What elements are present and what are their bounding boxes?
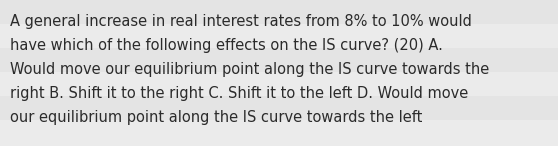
Bar <box>0 48 558 72</box>
Text: Would move our equilibrium point along the IS curve towards the: Would move our equilibrium point along t… <box>10 62 489 77</box>
Bar <box>0 24 558 48</box>
Text: A general increase in real interest rates from 8% to 10% would: A general increase in real interest rate… <box>10 14 472 29</box>
Bar <box>0 96 558 120</box>
Bar <box>0 120 558 144</box>
Text: right B. Shift it to the right C. Shift it to the left D. Would move: right B. Shift it to the right C. Shift … <box>10 86 468 101</box>
Text: our equilibrium point along the IS curve towards the left: our equilibrium point along the IS curve… <box>10 110 422 125</box>
Bar <box>0 0 558 24</box>
Bar <box>0 72 558 96</box>
Text: have which of the following effects on the IS curve? (20) A.: have which of the following effects on t… <box>10 38 443 53</box>
